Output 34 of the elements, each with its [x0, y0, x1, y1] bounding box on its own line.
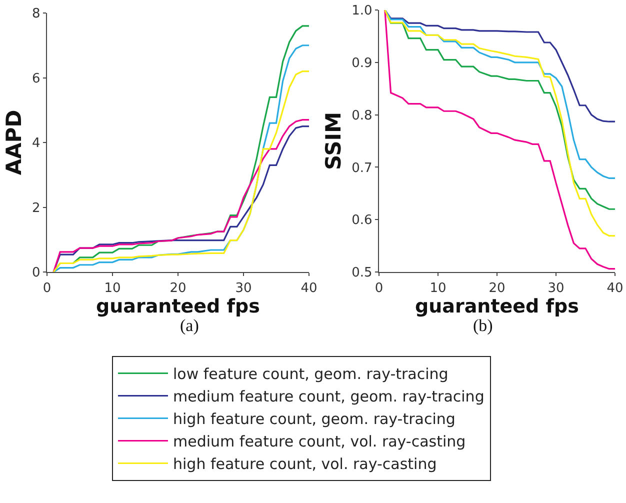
text: (a): [180, 316, 199, 335]
y-tick-label: 6: [32, 71, 40, 86]
x-tick-label: 20: [488, 280, 506, 296]
legend-label: medium feature count, geom. ray-tracing: [173, 388, 484, 406]
x-tick-label: 10: [430, 280, 446, 296]
y-tick-label: 1.0: [352, 4, 372, 19]
y-tick-label: 4: [32, 136, 40, 152]
y-axis-title: SSIM: [322, 112, 346, 170]
x-tick-label: 20: [170, 280, 186, 296]
y-tick-label: 0.5: [352, 266, 372, 281]
x-tick-label: 30: [235, 280, 252, 296]
legend-label: medium feature count, vol. ray-casting: [173, 432, 466, 451]
x-tick-label: 30: [548, 280, 564, 296]
y-tick-label: 0.7: [352, 160, 372, 176]
x-tick-label: 10: [104, 280, 121, 296]
x-tick-label: 40: [300, 280, 318, 296]
x-tick-label: 0: [42, 280, 52, 296]
text: (b): [473, 316, 493, 335]
line-series: [384, 10, 615, 122]
y-tick-label: 0.6: [352, 213, 372, 228]
legend-label: high feature count, vol. ray-casting: [173, 455, 437, 474]
y-tick-label: 2: [32, 200, 40, 216]
x-tick-label: 40: [606, 280, 624, 296]
x-axis-title: guaranteed fps: [96, 296, 260, 318]
y-tick-label: 0.9: [352, 56, 372, 71]
legend-label: low feature count, geom. ray-tracing: [173, 365, 448, 384]
y-tick-label: 0: [32, 266, 40, 281]
y-axis-title: AAPD: [2, 110, 26, 176]
legend-label: high feature count, geom. ray-tracing: [173, 410, 456, 428]
line-series: [384, 10, 615, 179]
y-tick-label: 0.8: [352, 108, 372, 124]
x-axis-title: guaranteed fps: [415, 296, 579, 318]
y-tick-label: 8: [32, 6, 40, 22]
x-tick-label: 0: [374, 280, 384, 296]
